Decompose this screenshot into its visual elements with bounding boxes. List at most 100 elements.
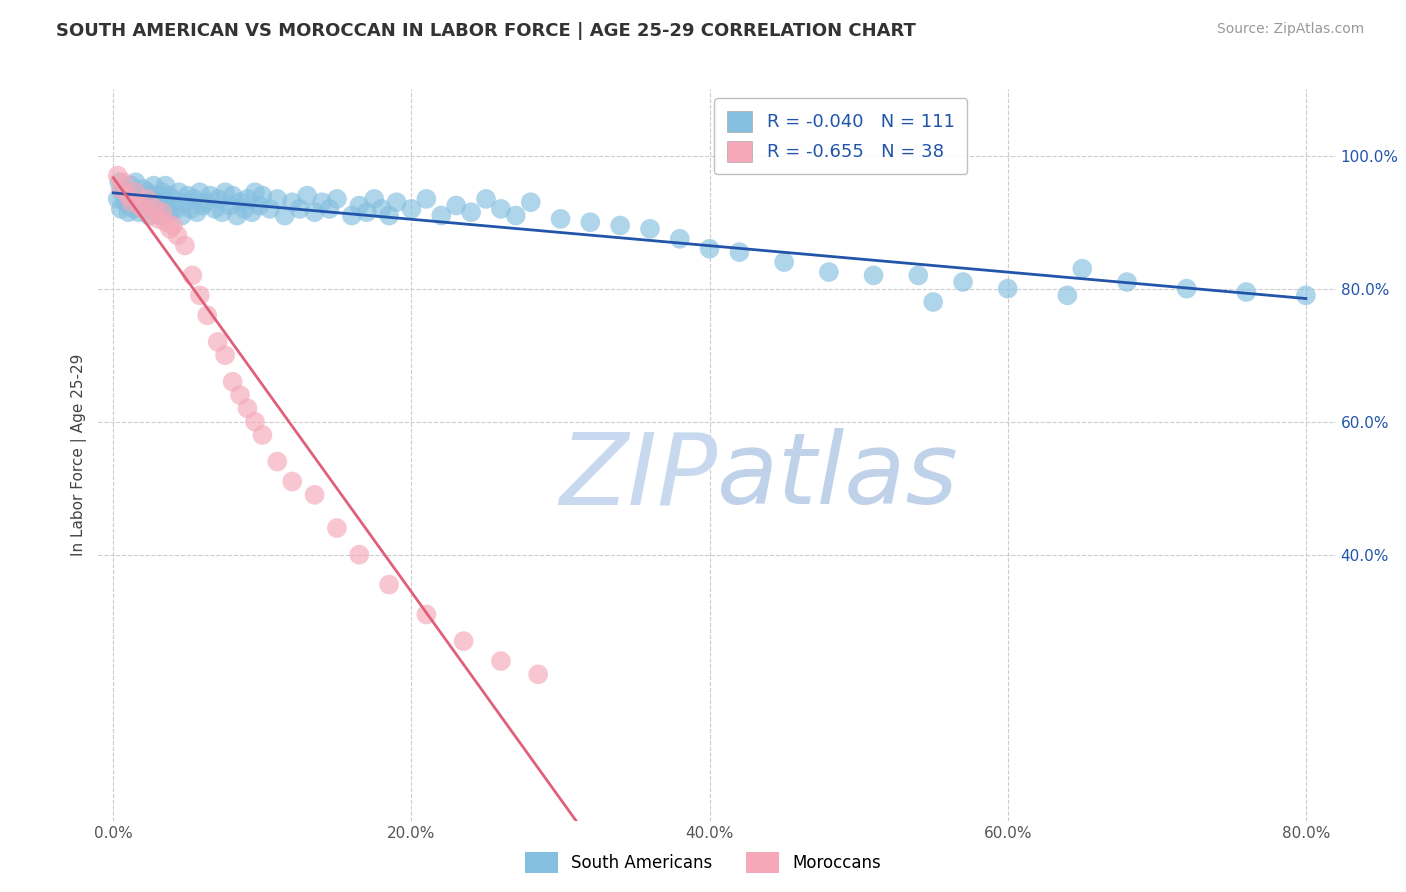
Point	[295, 188, 318, 202]
Point	[475, 192, 498, 206]
Point	[111, 182, 134, 196]
Point	[274, 209, 297, 223]
Point	[162, 192, 184, 206]
Point	[112, 188, 135, 202]
Point	[180, 202, 202, 216]
Point	[152, 205, 174, 219]
Point	[311, 195, 333, 210]
Point	[997, 282, 1019, 296]
Point	[207, 334, 229, 349]
Point	[141, 198, 163, 212]
Point	[1234, 285, 1257, 299]
Point	[200, 188, 222, 202]
Point	[115, 186, 138, 200]
Point	[118, 188, 141, 202]
Point	[188, 186, 211, 200]
Point	[204, 202, 226, 216]
Point	[818, 265, 841, 279]
Point	[252, 428, 274, 442]
Point	[430, 209, 453, 223]
Point	[120, 195, 142, 210]
Point	[148, 198, 170, 212]
Point	[252, 188, 274, 202]
Point	[229, 388, 252, 402]
Point	[862, 268, 884, 283]
Point	[107, 169, 129, 183]
Point	[243, 415, 266, 429]
Point	[117, 198, 139, 212]
Point	[505, 209, 527, 223]
Point	[922, 295, 945, 310]
Point	[117, 205, 139, 219]
Point	[145, 205, 167, 219]
Point	[460, 205, 482, 219]
Legend: South Americans, Moroccans: South Americans, Moroccans	[517, 846, 889, 880]
Point	[132, 202, 155, 216]
Point	[249, 198, 271, 212]
Point	[668, 232, 690, 246]
Point	[401, 202, 423, 216]
Point	[236, 192, 259, 206]
Point	[125, 175, 148, 189]
Point	[370, 202, 392, 216]
Point	[453, 634, 475, 648]
Point	[326, 521, 349, 535]
Point	[233, 202, 256, 216]
Point	[385, 195, 408, 210]
Point	[155, 178, 177, 193]
Point	[349, 198, 371, 212]
Point	[125, 186, 148, 200]
Point	[173, 238, 195, 252]
Point	[165, 202, 187, 216]
Point	[550, 211, 572, 226]
Point	[117, 188, 139, 202]
Point	[186, 205, 208, 219]
Point	[156, 202, 179, 216]
Point	[188, 288, 211, 302]
Point	[129, 188, 152, 202]
Point	[173, 195, 195, 210]
Point	[288, 202, 311, 216]
Point	[444, 198, 467, 212]
Point	[108, 175, 131, 189]
Text: Source: ZipAtlas.com: Source: ZipAtlas.com	[1216, 22, 1364, 37]
Point	[415, 192, 437, 206]
Point	[609, 219, 631, 233]
Point	[136, 186, 159, 200]
Point	[340, 209, 363, 223]
Point	[699, 242, 721, 256]
Point	[132, 182, 155, 196]
Point	[139, 209, 162, 223]
Point	[135, 202, 157, 216]
Point	[349, 548, 371, 562]
Point	[304, 205, 326, 219]
Point	[728, 245, 751, 260]
Text: atlas: atlas	[717, 428, 959, 525]
Point	[243, 186, 266, 200]
Point	[266, 454, 288, 468]
Point	[110, 202, 132, 216]
Point	[218, 198, 240, 212]
Point	[221, 375, 243, 389]
Point	[221, 188, 243, 202]
Point	[304, 488, 326, 502]
Y-axis label: In Labor Force | Age 25-29: In Labor Force | Age 25-29	[72, 354, 87, 556]
Point	[191, 198, 214, 212]
Point	[121, 192, 143, 206]
Point	[152, 186, 174, 200]
Point	[127, 195, 149, 210]
Point	[240, 205, 263, 219]
Legend: R = -0.040   N = 111, R = -0.655   N = 38: R = -0.040 N = 111, R = -0.655 N = 38	[714, 98, 967, 174]
Point	[128, 205, 150, 219]
Point	[159, 222, 181, 236]
Point	[527, 667, 550, 681]
Point	[125, 186, 148, 200]
Point	[114, 195, 136, 210]
Point	[146, 211, 169, 226]
Point	[266, 192, 288, 206]
Point	[281, 475, 304, 489]
Point	[1056, 288, 1078, 302]
Point	[120, 178, 142, 193]
Point	[1175, 282, 1198, 296]
Point	[142, 178, 165, 193]
